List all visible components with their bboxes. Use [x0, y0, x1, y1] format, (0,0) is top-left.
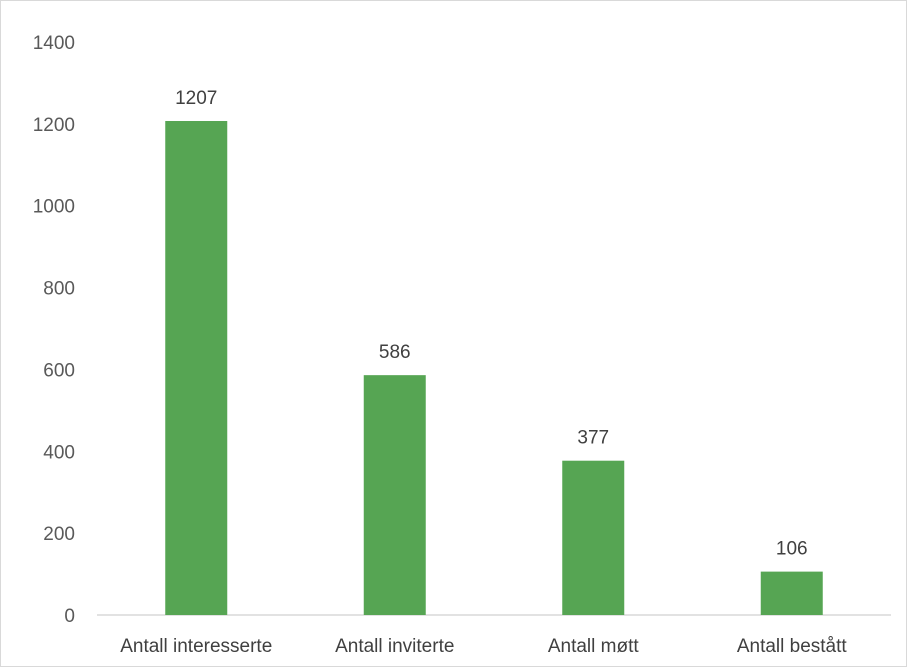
data-label: 106: [776, 539, 808, 560]
x-axis-categories: Antall interesserte Antall inviterte Antal…: [120, 636, 847, 657]
x-category-label: Antall inviterte: [335, 636, 454, 657]
bar: [562, 460, 625, 615]
y-tick-label: 1200: [33, 115, 75, 136]
x-category-label: Antall møtt: [548, 636, 640, 657]
data-label: 586: [379, 342, 411, 363]
bar: [363, 375, 426, 615]
x-category-label: Antall bestått: [737, 636, 848, 657]
y-tick-label: 600: [43, 360, 75, 381]
bars: [165, 120, 823, 616]
data-label: 1207: [175, 88, 217, 109]
x-category-label: Antall interesserte: [120, 636, 272, 657]
bar: [760, 571, 823, 615]
y-tick-label: 1400: [33, 33, 75, 54]
y-tick-label: 800: [43, 279, 75, 300]
y-tick-label: 200: [43, 524, 75, 545]
y-tick-label: 0: [64, 606, 75, 627]
y-axis-ticks: 0 200 400 600 800 1000 1200 1400: [33, 33, 75, 627]
bar: [165, 120, 228, 616]
y-tick-label: 400: [43, 442, 75, 463]
data-labels: 1207 586 377 106: [175, 88, 807, 560]
y-tick-label: 1000: [33, 197, 75, 218]
data-label: 377: [577, 428, 609, 449]
